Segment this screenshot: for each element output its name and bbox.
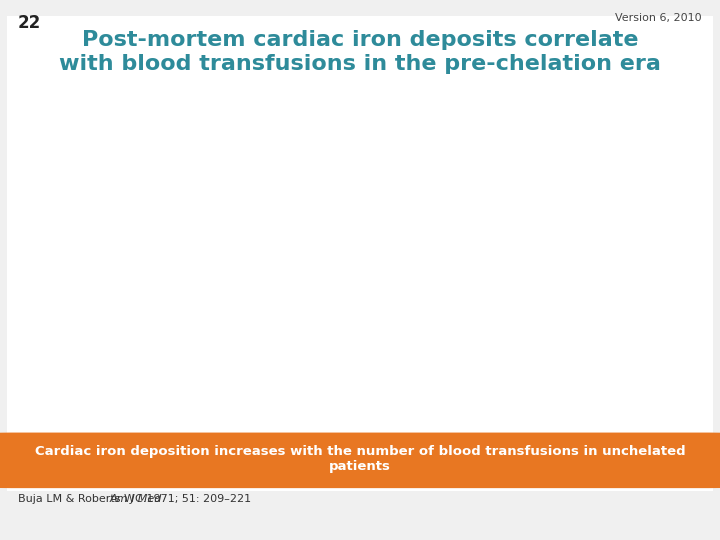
Bar [611,158,675,402]
FancyBboxPatch shape [0,433,720,488]
Bar [415,255,479,402]
Text: 131 transfused adult patients: 131 transfused adult patients [294,146,518,159]
Text: Post-mortem cardiac iron deposits correlate
with blood transfusions in the pre-c: Post-mortem cardiac iron deposits correl… [59,30,661,73]
Text: 1971; 51: 209–221: 1971; 51: 209–221 [143,494,251,504]
Text: –  101 leukemias: – 101 leukemias [294,192,418,205]
Text: –  30 other anemias: – 30 other anemias [294,235,441,248]
Text: Cardiac iron deposition increases with the number of blood transfusions in unche: Cardiac iron deposition increases with t… [35,445,685,473]
Text: ●: ● [258,146,271,160]
Bar [317,332,381,402]
Text: Version 6, 2010: Version 6, 2010 [616,14,702,24]
Bar [219,373,283,402]
Text: Buja LM & Roberts WC.: Buja LM & Roberts WC. [18,494,150,504]
Text: 22: 22 [18,14,41,31]
Bar [121,397,185,402]
Bar [513,255,577,402]
X-axis label: Units of blood transfused: Units of blood transfused [314,425,482,438]
Y-axis label: Patients with cardiac iron (%): Patients with cardiac iron (%) [47,173,60,369]
Text: Am J Med: Am J Med [110,494,162,504]
